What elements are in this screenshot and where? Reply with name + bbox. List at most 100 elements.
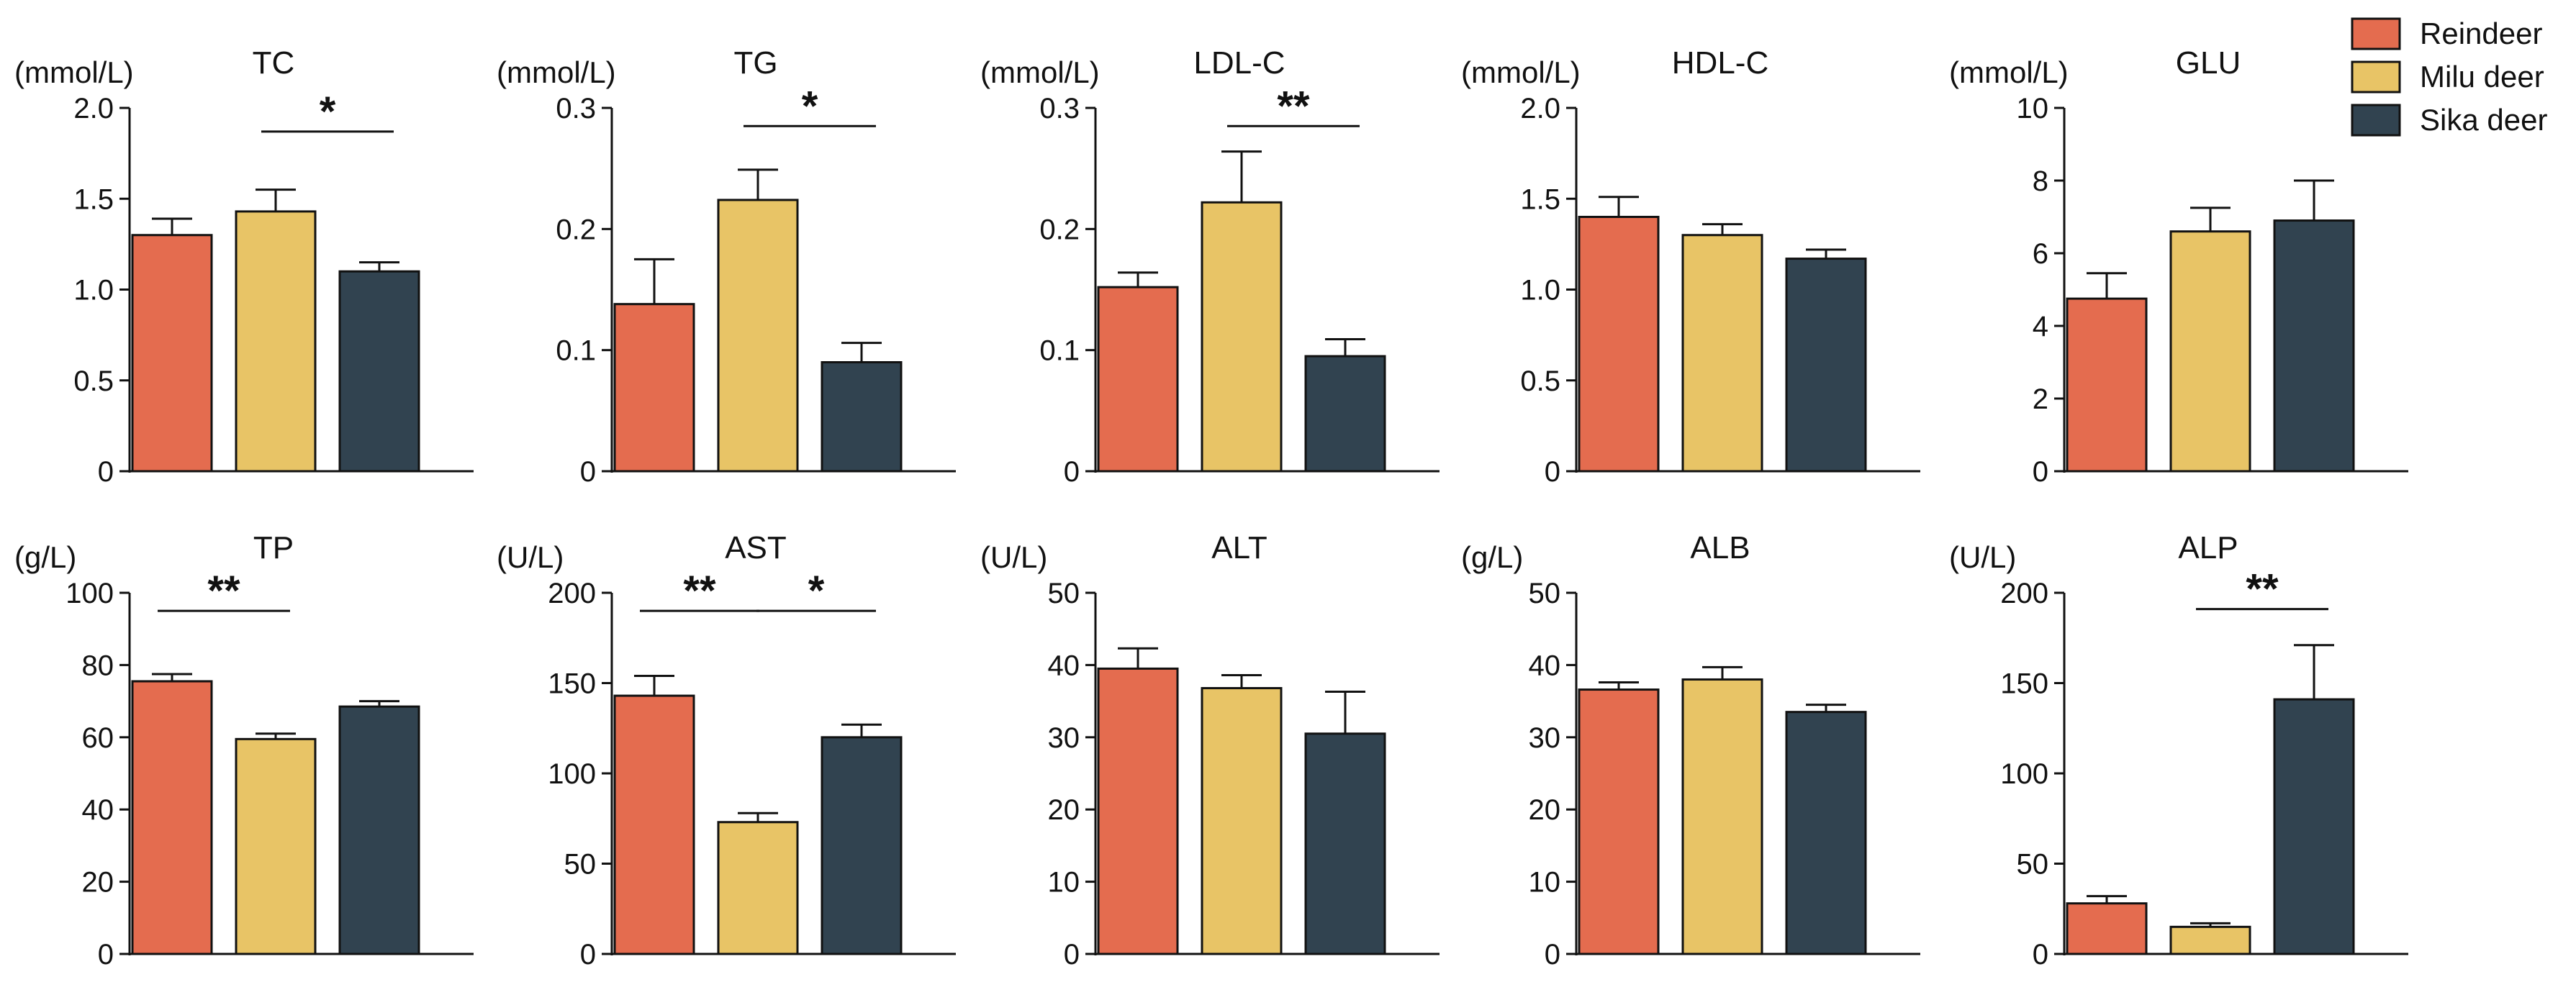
y-tick-label: 1.0 xyxy=(1520,275,1560,306)
y-tick-label: 40 xyxy=(82,794,114,826)
bar-milu-deer xyxy=(1201,687,1283,955)
y-tick-label: 50 xyxy=(1048,578,1080,609)
y-tick-label: 0 xyxy=(580,939,596,970)
unit-label: (g/L) xyxy=(1461,540,1523,574)
y-tick-label: 50 xyxy=(2017,849,2049,881)
bar-milu-deer xyxy=(717,199,799,473)
y-tick-label: 60 xyxy=(82,722,114,754)
unit-label: (mmol/L) xyxy=(14,55,134,89)
y-tick-label: 2 xyxy=(2033,383,2048,415)
y-tick-label: 6 xyxy=(2033,238,2048,270)
y-tick-label: 10 xyxy=(2017,93,2049,124)
y-tick-label: 30 xyxy=(1048,722,1080,754)
y-tick-label: 0.3 xyxy=(556,93,596,124)
y-tick-label: 0 xyxy=(98,456,114,488)
y-tick-label: 100 xyxy=(2000,758,2048,790)
y-tick-label: 0 xyxy=(1064,939,1080,970)
bar-sika-deer xyxy=(1304,355,1386,473)
significance-label: * xyxy=(808,568,825,614)
y-tick-label: 0.1 xyxy=(1039,335,1080,367)
unit-label: (U/L) xyxy=(980,540,1047,574)
bar-milu-deer xyxy=(1681,678,1763,955)
significance-label: ** xyxy=(683,568,716,614)
chart-title: ALB xyxy=(1690,530,1750,565)
bar-reindeer xyxy=(2066,902,2148,955)
chart-title: AST xyxy=(725,530,787,565)
y-tick-label: 80 xyxy=(82,650,114,681)
unit-label: (g/L) xyxy=(14,540,76,574)
y-tick-label: 0 xyxy=(580,456,596,488)
legend-swatch-reindeer xyxy=(2351,17,2401,50)
chart-title: LDL-C xyxy=(1193,45,1285,81)
unit-label: (mmol/L) xyxy=(497,55,616,89)
y-tick-label: 200 xyxy=(548,578,596,609)
significance-label: * xyxy=(320,88,336,135)
legend-swatch-milu-deer xyxy=(2351,60,2401,94)
chart-title: GLU xyxy=(2176,45,2241,81)
y-tick-label: 0.5 xyxy=(73,365,114,397)
y-tick-label: 1.5 xyxy=(1520,183,1560,215)
bar-reindeer xyxy=(1578,216,1660,473)
y-tick-label: 0.5 xyxy=(1520,365,1560,397)
y-tick-label: 20 xyxy=(1529,794,1561,826)
chart-title: TP xyxy=(253,530,294,565)
bar-sika-deer xyxy=(1785,711,1867,955)
chart-panel-ldl-c: (mmol/L) LDL-C 0 0.1 0.2 0.3 ** xyxy=(980,45,1440,488)
y-tick-label: 100 xyxy=(65,578,114,609)
y-tick-label: 0.2 xyxy=(556,214,596,245)
y-tick-label: 1.5 xyxy=(73,183,114,215)
bar-milu-deer xyxy=(2169,925,2251,955)
y-tick-label: 0 xyxy=(1545,456,1560,488)
bar-sika-deer xyxy=(1785,258,1867,473)
bar-reindeer xyxy=(613,303,695,473)
y-tick-label: 8 xyxy=(2033,165,2048,197)
y-tick-label: 0 xyxy=(2033,456,2048,488)
bar-reindeer xyxy=(131,234,213,473)
chart-title: HDL-C xyxy=(1672,45,1768,81)
bar-reindeer xyxy=(1578,688,1660,955)
y-tick-label: 4 xyxy=(2033,311,2048,342)
y-tick-label: 0.1 xyxy=(556,335,596,367)
chart-title: TC xyxy=(253,45,295,81)
bar-sika-deer xyxy=(821,361,903,473)
y-tick-label: 150 xyxy=(2000,668,2048,700)
chart-title: ALP xyxy=(2178,530,2238,565)
y-tick-label: 40 xyxy=(1529,650,1561,681)
unit-label: (mmol/L) xyxy=(980,55,1100,89)
significance-label: ** xyxy=(207,568,240,614)
chart-panel-alp: (U/L) ALP 0 50 100 150 200 ** xyxy=(1949,530,2408,970)
y-tick-label: 30 xyxy=(1529,722,1561,754)
y-tick-label: 1.0 xyxy=(73,275,114,306)
chart-panel-tp: (g/L) TP 0 20 40 60 80 100 ** xyxy=(14,530,474,970)
chart-panel-hdl-c: (mmol/L) HDL-C 0 0.5 1.0 1.5 2.0 xyxy=(1461,45,1920,488)
bar-milu-deer xyxy=(717,821,799,955)
y-tick-label: 10 xyxy=(1048,867,1080,899)
chart-panel-alt: (U/L) ALT 0 10 20 30 40 50 xyxy=(980,530,1440,970)
y-tick-label: 0.2 xyxy=(1039,214,1080,245)
y-tick-label: 0 xyxy=(1545,939,1560,970)
unit-label: (U/L) xyxy=(1949,540,2016,574)
chart-panel-alb: (g/L) ALB 0 10 20 30 40 50 xyxy=(1461,530,1920,970)
unit-label: (mmol/L) xyxy=(1949,55,2069,89)
bar-milu-deer xyxy=(235,737,317,955)
bar-sika-deer xyxy=(821,736,903,955)
unit-label: (U/L) xyxy=(497,540,564,574)
bar-sika-deer xyxy=(1304,732,1386,955)
y-tick-label: 0 xyxy=(98,939,114,970)
bar-reindeer xyxy=(613,694,695,955)
chart-panel-glu: (mmol/L) GLU 0 2 4 6 8 10 xyxy=(1949,45,2408,488)
chart-panels: (mmol/L) TC 0 0.5 1.0 1.5 2.0 * (mmol/L) TG 0 0.1 0.… xyxy=(14,45,2408,970)
y-tick-label: 20 xyxy=(82,867,114,899)
significance-label: ** xyxy=(1277,83,1310,129)
bar-sika-deer xyxy=(338,705,420,955)
unit-label: (mmol/L) xyxy=(1461,55,1581,89)
legend: Reindeer Milu deer Sika deer xyxy=(2351,17,2547,137)
chart-panel-tc: (mmol/L) TC 0 0.5 1.0 1.5 2.0 * xyxy=(14,45,474,488)
chart-title: TG xyxy=(733,45,777,81)
bar-reindeer xyxy=(1097,667,1179,955)
y-tick-label: 150 xyxy=(548,668,596,700)
bar-milu-deer xyxy=(2169,230,2251,473)
y-tick-label: 50 xyxy=(1529,578,1561,609)
y-tick-label: 50 xyxy=(564,849,597,881)
